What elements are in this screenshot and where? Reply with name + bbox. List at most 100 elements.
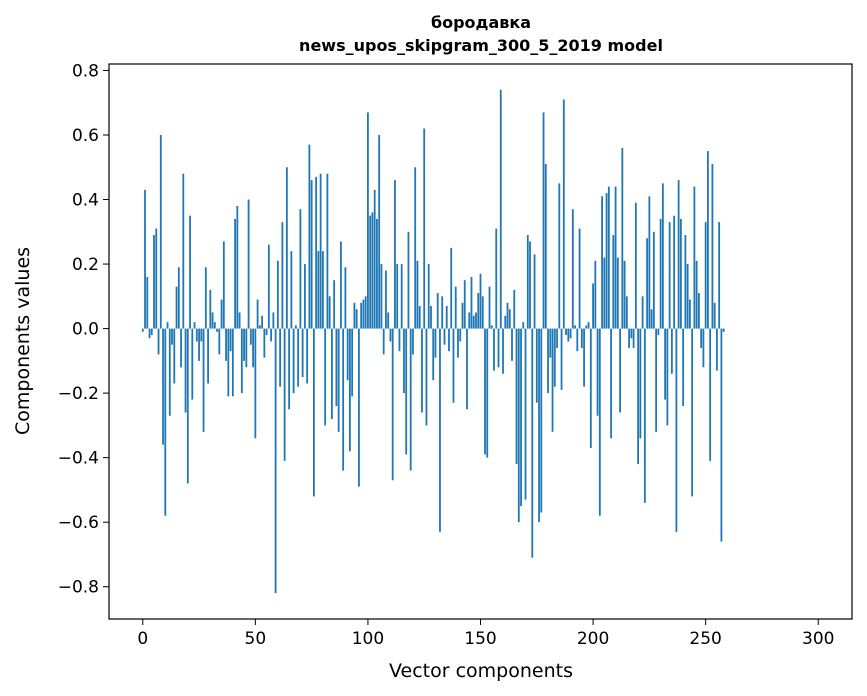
bar-component-210 [614,186,617,329]
plot-frame [108,63,853,620]
bar-component-72 [303,264,306,329]
bar-component-212 [619,328,621,413]
y-tick-label: −0.4 [58,449,99,469]
bar-component-244 [691,328,694,497]
bar-component-40 [231,328,234,397]
bar-component-54 [263,328,266,358]
bar-component-115 [400,264,403,329]
bar-component-81 [324,328,327,426]
bar-component-63 [283,328,286,461]
y-tick-label: 0.8 [72,61,99,81]
bar-component-23 [193,322,196,329]
bar-component-62 [281,222,284,329]
bar-component-133 [441,296,444,329]
bar-component-240 [682,328,685,407]
bar-component-204 [601,196,603,329]
bar-component-90 [344,267,347,329]
bar-component-127 [427,264,430,329]
bar-component-251 [707,151,709,329]
bar-component-165 [513,289,516,329]
x-tick-label: 100 [352,629,384,649]
bar-component-156 [493,328,495,371]
y-tick-label: 0.6 [72,126,99,146]
bar-component-89 [342,328,345,471]
bar-component-93 [351,328,354,397]
bar-component-26 [200,328,203,342]
bar-component-97 [360,302,363,329]
bar-component-17 [180,328,182,368]
bar-component-229 [657,328,660,336]
bar-component-246 [695,260,698,329]
bar-component-78 [317,251,320,329]
bar-component-172 [529,241,531,329]
bar-component-44 [240,328,243,394]
bar-component-209 [612,235,615,329]
bar-component-184 [556,328,558,348]
bar-component-166 [515,328,518,465]
bar-component-38 [227,328,230,397]
bar-component-103 [373,189,376,329]
bar-component-27 [202,328,205,432]
bar-component-65 [288,328,291,410]
bar-component-68 [294,325,297,329]
bar-component-34 [218,328,221,355]
bar-component-126 [425,328,428,426]
bar-component-230 [659,218,662,329]
bar-component-175 [535,328,538,403]
bar-component-136 [448,328,450,352]
bar-component-142 [461,302,464,329]
bar-component-122 [416,260,419,329]
y-axis-ticks: −0.8 −0.6 −0.4 −0.2 0.0 0.2 0.4 0.6 0.8 [58,61,109,598]
y-axis-label: Components values [12,247,34,435]
x-tick-label: 250 [689,629,721,649]
y-tick-label: 0.0 [72,320,99,340]
bar-component-150 [479,273,482,329]
bar-component-155 [490,325,493,329]
bar-component-206 [605,193,608,329]
bar-component-47 [247,199,250,329]
bar-component-146 [470,276,473,329]
bar-component-164 [511,328,513,361]
bar-component-57 [270,328,273,342]
bar-component-123 [418,306,421,329]
bar-component-137 [450,247,453,329]
bar-component-144 [466,328,468,410]
bar-component-105 [378,134,381,329]
bar-component-253 [711,164,714,329]
bar-component-131 [436,293,439,329]
bar-component-45 [243,328,245,361]
bar-component-39 [229,328,232,352]
x-tick-label: 200 [577,629,609,649]
bar-component-124 [421,328,423,413]
bar-component-237 [675,328,678,532]
bar-component-74 [308,144,311,329]
bar-component-252 [709,328,712,461]
bar-component-14 [173,328,176,384]
chart-title: бородавка [431,13,531,32]
bar-component-151 [481,296,484,329]
bar-component-32 [213,322,216,329]
bar-component-112 [394,180,396,329]
bar-component-98 [362,299,365,329]
bar-component-220 [637,328,640,465]
bar-component-33 [216,328,218,332]
bar-component-52 [258,325,261,329]
bar-component-213 [621,147,624,329]
bar-component-208 [610,328,612,439]
bar-component-207 [607,186,610,329]
bar-component-248 [700,328,703,348]
bar-component-256 [718,222,721,329]
bar-component-157 [495,228,498,329]
x-tick-label: 0 [137,629,148,649]
x-tick-label: 300 [802,629,834,649]
bar-component-218 [632,328,635,348]
bar-component-46 [245,328,248,368]
bar-component-238 [677,180,680,329]
bar-component-198 [587,322,590,329]
bar-component-196 [583,328,585,387]
bar-component-99 [364,296,367,329]
bar-component-226 [650,309,653,329]
bar-component-104 [376,218,378,329]
bar-component-233 [666,328,669,426]
bar-component-82 [326,173,329,329]
